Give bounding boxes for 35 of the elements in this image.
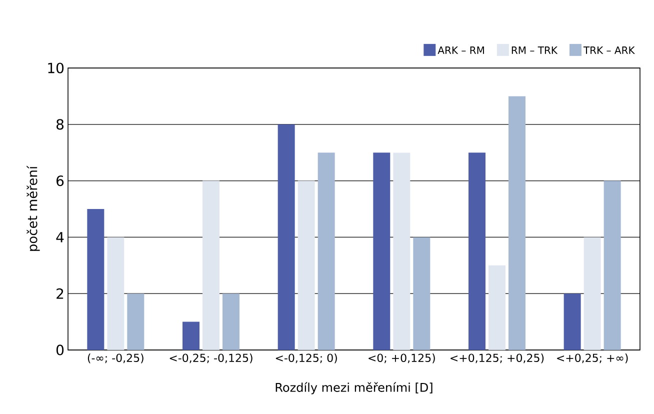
y-tick-label: 4 <box>56 232 64 242</box>
bar <box>413 237 430 350</box>
legend-label: ARK – RM <box>438 46 484 54</box>
x-tick-label: <+0,25; +∞) <box>557 354 628 364</box>
legend-label: TRK – ARK <box>583 46 636 54</box>
bar <box>298 180 315 350</box>
y-tick-label: 0 <box>56 344 64 356</box>
x-axis-title: Rozdíly mezi měřeními [D] <box>276 382 432 394</box>
bar <box>278 124 295 350</box>
bar <box>468 152 486 350</box>
bar <box>87 208 104 350</box>
y-tick-label: 2 <box>56 288 64 299</box>
bar <box>222 294 240 350</box>
bar <box>127 294 144 350</box>
bar <box>488 265 506 350</box>
x-tick-label: <+0,125; +0,25) <box>450 354 544 364</box>
bar <box>318 152 335 350</box>
bar <box>373 152 390 350</box>
x-tick-label: <0; +0,125) <box>368 354 435 364</box>
bar <box>584 237 601 350</box>
y-tick-label: 6 <box>56 175 64 186</box>
y-tick-label: 10 <box>48 62 64 74</box>
y-tick-label: 8 <box>56 119 64 130</box>
bar <box>202 180 220 350</box>
y-axis-title: počet měření <box>26 166 40 251</box>
bar <box>604 180 621 350</box>
x-tick-label: <-0,125; 0) <box>276 354 337 364</box>
x-tick-label: (-∞; -0,25) <box>88 354 144 364</box>
bar <box>564 294 581 350</box>
bar <box>393 152 410 350</box>
bar <box>182 322 200 350</box>
x-tick-label: <-0,25; -0,125) <box>170 354 252 364</box>
legend-label: RM – TRK <box>512 46 558 54</box>
bar <box>508 96 526 350</box>
bar <box>107 237 124 350</box>
